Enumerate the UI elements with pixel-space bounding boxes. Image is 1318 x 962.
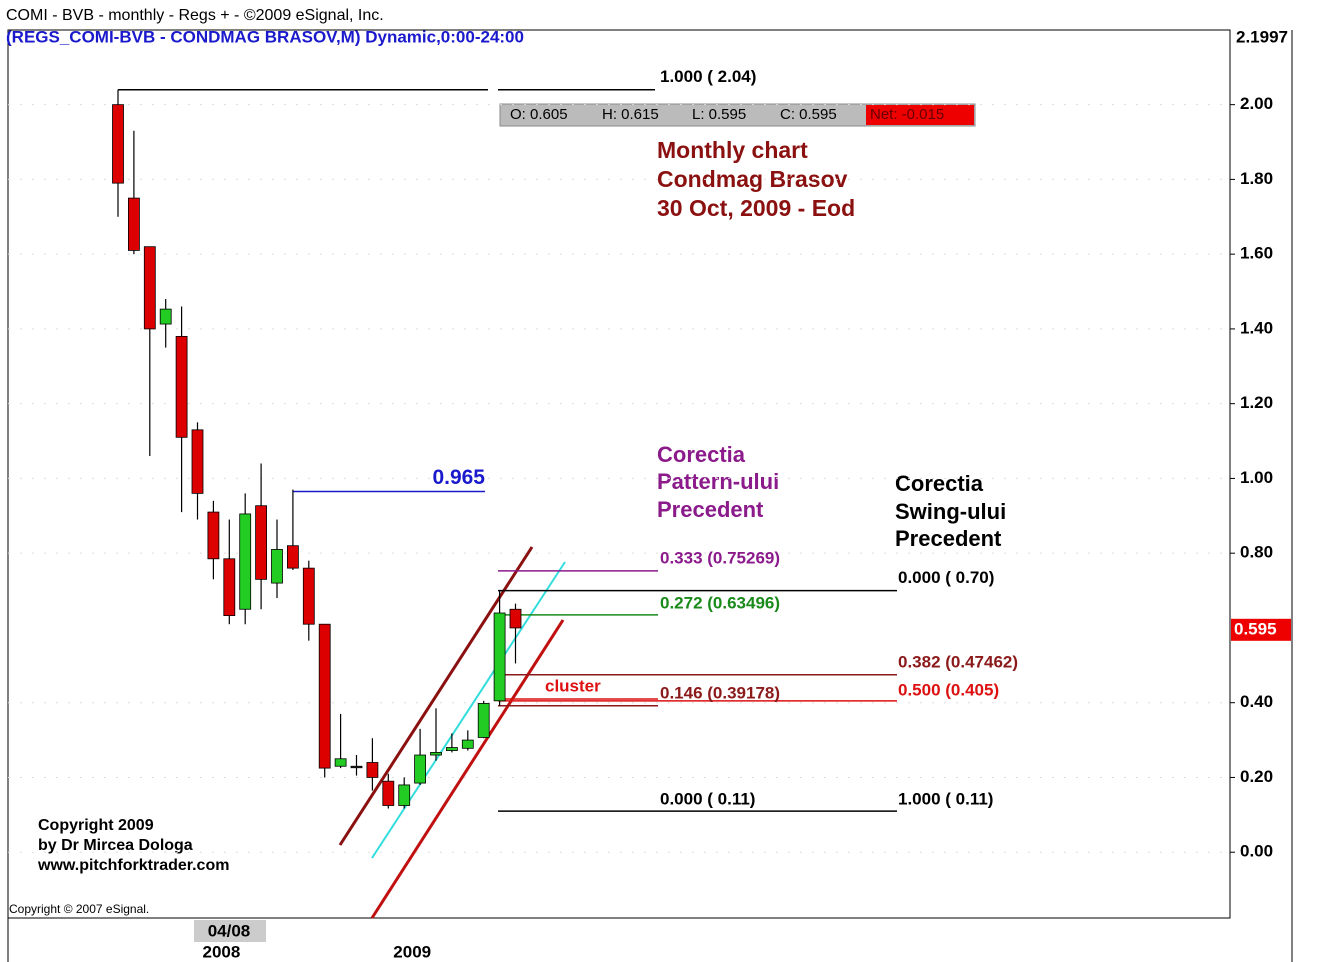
- swing-note: Swing-ului: [895, 499, 1006, 524]
- pattern-note: Corectia: [657, 442, 746, 467]
- y-top-label: 2.1997: [1236, 27, 1288, 46]
- level-label: 0.272 (0.63496): [660, 593, 780, 612]
- subtitle: (REGS_COMI-BVB - CONDMAG BRASOV,M) Dynam…: [6, 27, 524, 46]
- swing-note: Corectia: [895, 471, 984, 496]
- swing-note: Precedent: [895, 526, 1002, 551]
- candle-body: [414, 754, 427, 784]
- y-tick-label: 1.20: [1240, 393, 1273, 412]
- level-label: 0.000 ( 0.70): [898, 568, 994, 587]
- level-label: 0.000 ( 0.11): [660, 790, 755, 809]
- candle-body: [112, 104, 124, 184]
- candle-body: [366, 762, 379, 778]
- y-tick-label: 0.20: [1240, 767, 1273, 786]
- level-label: 0.146 (0.39178): [660, 683, 780, 702]
- candle-body: [255, 505, 268, 580]
- ohlc-high: H: 0.615: [602, 106, 659, 123]
- candle-body: [445, 747, 458, 751]
- level-label: 1.000 ( 2.04): [660, 67, 756, 86]
- net-box: [866, 105, 974, 125]
- level-label: 0.500 (0.405): [898, 680, 999, 699]
- copyright: www.pitchforktrader.com: [37, 857, 229, 874]
- level-label: 0.965: [432, 466, 485, 489]
- copyright: Copyright 2009: [38, 817, 154, 834]
- pitchfork-median: [371, 561, 566, 859]
- candle-body: [302, 567, 315, 625]
- candle-body: [382, 780, 395, 806]
- candle-body: [127, 197, 140, 251]
- last-price-tag: [1231, 618, 1291, 641]
- y-tick-label: 1.60: [1240, 244, 1273, 263]
- candle-body: [143, 246, 156, 330]
- candle-body: [159, 308, 172, 325]
- candle-body: [350, 765, 363, 769]
- plot-frame: [7, 29, 1231, 919]
- copyright: by Dr Mircea Dologa: [38, 837, 193, 854]
- candle-body: [493, 612, 506, 702]
- y-tick-label: 1.80: [1240, 169, 1273, 188]
- pattern-note: Pattern-ului: [657, 469, 779, 494]
- cursor-label: 04/08: [208, 921, 251, 940]
- candle-body: [271, 549, 283, 584]
- y-tick-label: 0.40: [1240, 692, 1273, 711]
- candle-body: [461, 739, 474, 749]
- level-label: 0.382 (0.47462): [898, 652, 1018, 671]
- level-label: 1.000 ( 0.11): [898, 790, 993, 809]
- candle-body: [175, 335, 188, 438]
- ohlc-low: L: 0.595: [692, 106, 746, 123]
- y-tick-label: 1.40: [1240, 318, 1273, 337]
- cluster-label: cluster: [545, 676, 601, 695]
- candle-body: [398, 784, 411, 806]
- candle-body: [334, 758, 347, 767]
- candle-body: [207, 511, 220, 560]
- y-tick-label: 0.80: [1240, 543, 1273, 562]
- pitchfork-lower: [370, 619, 565, 919]
- last-price-label: 0.595: [1234, 619, 1277, 638]
- cursor-box: [194, 920, 266, 942]
- ohlc-open: O: 0.605: [510, 106, 568, 123]
- x-tick-label: 2008: [202, 942, 240, 961]
- x-tick-label: 2009: [393, 942, 431, 961]
- ohlc-close: C: 0.595: [780, 106, 837, 123]
- candle-body: [223, 558, 236, 617]
- candle-body: [430, 752, 442, 756]
- y-tick-label: 0.00: [1240, 842, 1273, 861]
- pattern-note: Precedent: [657, 497, 764, 522]
- note: 30 Oct, 2009 - Eod: [657, 195, 855, 221]
- level-label: 0.333 (0.75269): [660, 548, 780, 567]
- y-tick-label: 2.00: [1240, 94, 1273, 113]
- candle-body: [286, 545, 299, 569]
- candle-body: [477, 703, 490, 738]
- candle-body: [239, 513, 252, 610]
- candle-body: [509, 608, 522, 629]
- y-tick-label: 1.00: [1240, 468, 1273, 487]
- note: Monthly chart: [657, 137, 808, 163]
- title: COMI - BVB - monthly - Regs + - ©2009 eS…: [6, 7, 384, 24]
- ohlc-box: [499, 103, 976, 127]
- esignal-copyright: Copyright © 2007 eSignal.: [9, 902, 149, 916]
- candle-body: [191, 429, 204, 494]
- ohlc-net: Net: -0.015: [870, 106, 944, 123]
- candle-body: [318, 623, 331, 769]
